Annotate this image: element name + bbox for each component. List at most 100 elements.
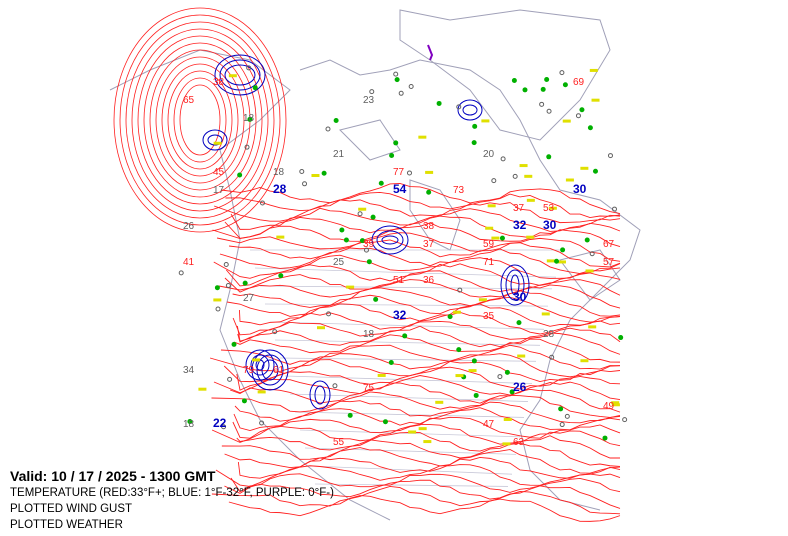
cold-temperature-label: 28 — [273, 182, 287, 196]
wind-gust-marker — [491, 236, 500, 240]
station-value-label: 18 — [363, 329, 375, 340]
warm-temperature-contour — [236, 366, 621, 391]
warm-temperature-contour — [230, 207, 621, 232]
warm-temperature-contour — [161, 63, 239, 177]
warm-temperature-contour — [212, 222, 621, 248]
station-marker — [369, 89, 375, 95]
station-marker — [575, 113, 581, 119]
warm-temperature-contour — [167, 70, 233, 170]
temperature-label: 39 — [363, 239, 375, 250]
station-marker — [326, 311, 332, 317]
station-marker — [549, 354, 555, 360]
weather-symbol — [388, 359, 394, 365]
temperature-label: 73 — [453, 185, 465, 196]
wind-gust-marker — [503, 417, 512, 421]
warm-temperature-contour — [229, 239, 621, 268]
warm-temperature-contour — [131, 28, 269, 212]
wind-gust-marker — [358, 207, 367, 211]
station-marker — [406, 170, 412, 176]
cold-temperature-label: 32 — [393, 308, 407, 322]
station-marker — [246, 65, 252, 71]
temperature-label: 63 — [513, 437, 525, 448]
station-marker — [457, 287, 463, 293]
station-marker — [299, 169, 305, 175]
temperature-label: 45 — [213, 167, 225, 178]
weather-symbol — [584, 237, 590, 243]
weather-symbol — [187, 419, 193, 425]
wind-gust-marker — [198, 387, 207, 391]
temperature-label: 75 — [363, 383, 375, 394]
cold-temperature-contour — [381, 235, 399, 245]
coastline — [339, 119, 401, 161]
weather-symbol — [343, 237, 349, 243]
wind-gust-marker — [452, 310, 461, 314]
weather-symbol — [389, 152, 395, 158]
warm-temperature-contour — [232, 416, 621, 439]
weather-symbol — [247, 116, 253, 122]
cold-temperature-contour — [309, 380, 331, 410]
station-marker — [225, 282, 231, 288]
weather-symbol — [321, 170, 327, 176]
weather-symbol — [359, 238, 365, 244]
cold-temperature-contour — [500, 264, 530, 306]
coastline — [559, 249, 621, 301]
cold-temperature-contour — [314, 385, 326, 405]
map-legend: Valid: 10 / 17 / 2025 - 1300 GMT TEMPERA… — [10, 468, 334, 533]
wind-gust-marker — [311, 174, 320, 178]
wind-gust-marker — [316, 326, 325, 330]
temperature-label: 38 — [213, 77, 225, 88]
station-marker — [357, 211, 363, 217]
station-marker — [622, 417, 628, 423]
station-value-label: 34 — [183, 365, 195, 376]
warm-temperature-contour — [229, 382, 621, 413]
wind-gust-marker — [485, 226, 494, 230]
weather-symbol — [579, 107, 585, 113]
border-line — [314, 483, 509, 487]
temperature-label: 57 — [603, 257, 615, 268]
warm-temperature-contour — [125, 21, 275, 219]
temperature-label: 71 — [483, 257, 495, 268]
warm-temperature-contour — [230, 473, 621, 493]
cold-temperature-contour — [371, 225, 409, 255]
warm-temperature-contour — [211, 391, 621, 418]
weather-symbol — [394, 77, 400, 83]
cold-temperature-contour — [202, 129, 228, 151]
wind-gust-marker — [423, 440, 432, 444]
cold-temperature-label: 26 — [513, 380, 527, 394]
weather-symbol — [504, 369, 510, 375]
border-line — [279, 357, 537, 362]
weather-symbol — [370, 214, 376, 220]
wind-gust-marker — [548, 206, 557, 210]
weather-symbol — [592, 168, 598, 174]
station-value-label: 25 — [333, 257, 345, 268]
wind-gust-marker — [557, 260, 566, 264]
cold-temperature-contour — [250, 354, 270, 376]
wind-gust-marker — [565, 178, 574, 182]
weather-symbol — [378, 180, 384, 186]
warm-temperature-contour — [232, 311, 621, 336]
warm-temperature-contour — [219, 247, 621, 274]
temperature-label: 79 — [243, 365, 255, 376]
warm-temperature-contour — [224, 447, 621, 474]
weather-symbol — [509, 389, 515, 395]
warm-temperature-contour — [232, 287, 621, 317]
station-marker — [227, 376, 233, 382]
wind-gust-marker — [252, 358, 261, 362]
station-marker — [259, 420, 265, 426]
weather-symbol — [540, 86, 546, 92]
temperature-label: 35 — [483, 311, 495, 322]
cold-temperature-contour — [214, 54, 266, 96]
cold-temperature-contour — [207, 134, 223, 146]
coastline — [109, 49, 391, 521]
warm-temperature-contour — [218, 279, 621, 309]
weather-symbol — [602, 435, 608, 441]
temperature-label: 36 — [423, 275, 435, 286]
station-marker — [178, 270, 184, 276]
border-line — [284, 375, 533, 384]
border-line — [254, 267, 557, 278]
station-marker — [491, 178, 497, 184]
cold-temperature-contour — [457, 99, 483, 121]
weather-symbol — [347, 412, 353, 418]
